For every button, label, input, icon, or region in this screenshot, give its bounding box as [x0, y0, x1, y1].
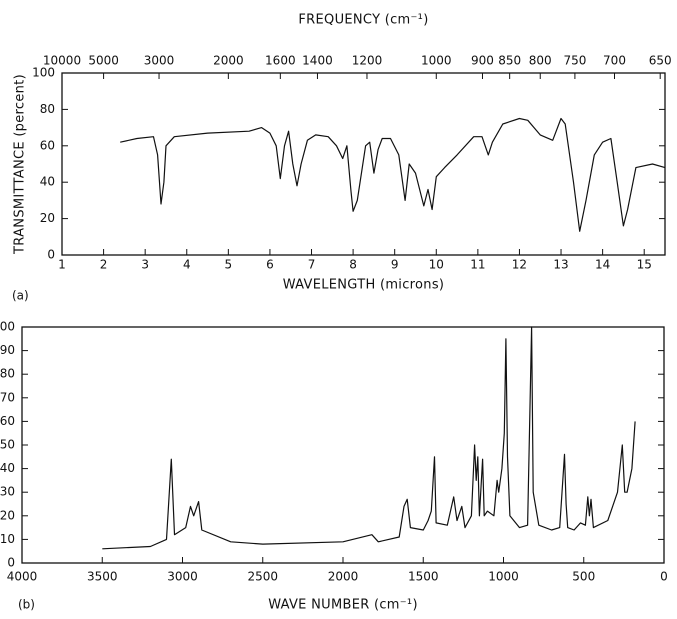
y-tick-label: 80	[40, 102, 55, 116]
y-tick-label: 70	[0, 390, 15, 404]
x-tick-label: 2	[100, 258, 108, 272]
x-tick-label: 6	[266, 258, 274, 272]
x-tick-label: 12	[512, 258, 527, 272]
x2-tick-label: 800	[529, 54, 552, 68]
x-tick-label: 11	[470, 258, 485, 272]
x2-tick-label: 2000	[213, 54, 244, 68]
y-tick-label: 10	[0, 532, 15, 546]
y-tick-label: 30	[0, 485, 15, 499]
x2-axis-label: FREQUENCY (cm⁻¹)	[298, 13, 428, 28]
x-tick-label: 500	[572, 570, 595, 584]
x-tick-label: 10	[429, 258, 444, 272]
x2-tick-label: 10000	[43, 54, 81, 68]
spectrum-line	[120, 117, 666, 232]
panel-label: (a)	[12, 289, 29, 303]
y-tick-label: 20	[40, 211, 55, 225]
y-tick-label: 100	[0, 320, 15, 334]
y-tick-label: 20	[0, 508, 15, 522]
y-tick-label: 60	[40, 138, 55, 152]
y-tick-label: 0	[47, 248, 55, 262]
x-tick-label: 3500	[87, 570, 118, 584]
x-tick-label: 2500	[247, 570, 278, 584]
x-tick-label: 3000	[167, 570, 198, 584]
x-tick-label: 4	[183, 258, 191, 272]
x2-tick-label: 850	[498, 54, 521, 68]
plot-frame	[61, 72, 666, 256]
x-axis-label: WAVE NUMBER (cm⁻¹)	[268, 598, 418, 613]
x2-tick-label: 700	[603, 54, 626, 68]
y-tick-label: 40	[40, 175, 55, 189]
x-tick-label: 1	[58, 258, 66, 272]
x-tick-label: 0	[660, 570, 668, 584]
x-tick-label: 3	[141, 258, 149, 272]
x-tick-label: 7	[308, 258, 316, 272]
x2-tick-label: 1000	[421, 54, 452, 68]
x-tick-label: 2000	[328, 570, 359, 584]
y-tick-label: 90	[0, 343, 15, 357]
y-axis-label: TRANSMITTANCE (percent)	[13, 74, 28, 255]
y-tick-label: 100	[32, 66, 55, 80]
x2-tick-label: 650	[649, 54, 672, 68]
x-tick-label: 14	[595, 258, 610, 272]
x2-tick-label: 750	[563, 54, 586, 68]
x-tick-label: 1500	[408, 570, 439, 584]
x2-tick-label: 1200	[352, 54, 383, 68]
panel-label: (b)	[18, 598, 35, 612]
x-tick-label: 9	[391, 258, 399, 272]
x-tick-label: 8	[349, 258, 357, 272]
x2-tick-label: 1600	[265, 54, 296, 68]
x-tick-label: 1000	[488, 570, 519, 584]
y-tick-label: 40	[0, 461, 15, 475]
x2-tick-label: 3000	[144, 54, 175, 68]
x-tick-label: 5	[225, 258, 233, 272]
y-tick-label: 0	[7, 556, 15, 570]
x-axis-label: WAVELENGTH (microns)	[283, 278, 445, 293]
y-tick-label: 60	[0, 414, 15, 428]
y-tick-label: 50	[0, 438, 15, 452]
x-tick-label: 4000	[7, 570, 38, 584]
x2-tick-label: 900	[471, 54, 494, 68]
spectrum-line	[102, 326, 636, 550]
x-tick-label: 13	[553, 258, 568, 272]
x2-tick-label: 1400	[302, 54, 333, 68]
y-tick-label: 80	[0, 367, 15, 381]
x-tick-label: 15	[637, 258, 652, 272]
x2-tick-label: 5000	[88, 54, 119, 68]
